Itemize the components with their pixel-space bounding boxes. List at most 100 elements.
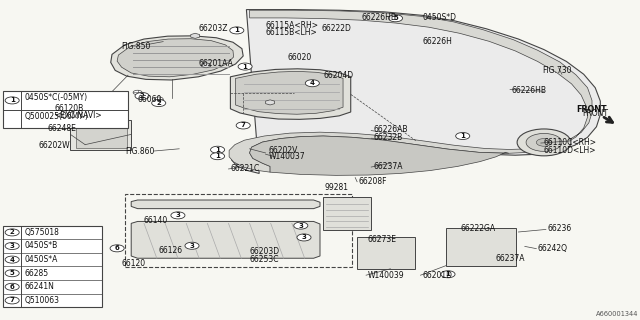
Text: 6: 6 bbox=[115, 245, 120, 251]
Text: FRONT: FRONT bbox=[577, 105, 607, 114]
Polygon shape bbox=[230, 69, 351, 119]
Circle shape bbox=[213, 148, 222, 152]
Text: 66237A: 66237A bbox=[373, 162, 403, 171]
Text: 66120B: 66120B bbox=[54, 104, 84, 113]
Text: 2: 2 bbox=[156, 100, 161, 106]
Text: 0450S*A: 0450S*A bbox=[24, 255, 58, 264]
Text: 66126: 66126 bbox=[159, 246, 183, 255]
Polygon shape bbox=[202, 63, 211, 68]
Text: 66226HB: 66226HB bbox=[362, 13, 397, 22]
Circle shape bbox=[305, 80, 319, 87]
Text: 66208F: 66208F bbox=[358, 177, 387, 186]
FancyBboxPatch shape bbox=[70, 120, 131, 150]
Circle shape bbox=[5, 97, 19, 104]
Polygon shape bbox=[229, 10, 592, 172]
Text: 66273E: 66273E bbox=[368, 236, 397, 244]
Circle shape bbox=[135, 92, 149, 100]
Text: 66202V: 66202V bbox=[269, 146, 298, 155]
Text: 66203Z: 66203Z bbox=[198, 24, 228, 33]
Text: 7: 7 bbox=[241, 123, 246, 128]
Text: 1: 1 bbox=[445, 271, 451, 277]
Text: 7: 7 bbox=[10, 297, 15, 303]
Text: 66222GA: 66222GA bbox=[461, 224, 496, 233]
Text: 66222D: 66222D bbox=[322, 24, 352, 33]
Text: W140037: W140037 bbox=[269, 152, 305, 161]
Text: 66248E: 66248E bbox=[48, 124, 77, 133]
Text: 66115B<LH>: 66115B<LH> bbox=[266, 28, 317, 37]
Text: 66236: 66236 bbox=[547, 224, 572, 233]
Text: 66253C: 66253C bbox=[250, 255, 279, 264]
Text: 66201D: 66201D bbox=[422, 271, 452, 280]
Text: 66285: 66285 bbox=[24, 269, 49, 278]
Text: 1: 1 bbox=[243, 64, 248, 69]
Circle shape bbox=[536, 139, 552, 146]
Text: 1: 1 bbox=[215, 147, 220, 153]
Text: 66140: 66140 bbox=[144, 216, 168, 225]
Circle shape bbox=[5, 283, 19, 290]
FancyBboxPatch shape bbox=[323, 197, 371, 230]
Text: 66232B: 66232B bbox=[373, 133, 403, 142]
Text: 2: 2 bbox=[10, 229, 15, 236]
Text: 66226H: 66226H bbox=[422, 37, 452, 46]
Circle shape bbox=[297, 234, 311, 241]
Text: 66201AA: 66201AA bbox=[198, 60, 233, 68]
Text: 6: 6 bbox=[10, 284, 15, 290]
Text: 3: 3 bbox=[10, 243, 15, 249]
Text: 0450S*B: 0450S*B bbox=[24, 242, 58, 251]
Bar bbox=[3, 91, 128, 128]
Circle shape bbox=[388, 15, 403, 22]
Text: 3: 3 bbox=[301, 235, 307, 240]
Text: 4: 4 bbox=[10, 257, 15, 263]
Circle shape bbox=[211, 146, 225, 153]
Polygon shape bbox=[236, 71, 343, 114]
Circle shape bbox=[294, 222, 308, 229]
Text: 66060: 66060 bbox=[138, 95, 162, 104]
FancyBboxPatch shape bbox=[76, 122, 127, 148]
Circle shape bbox=[230, 27, 244, 34]
Circle shape bbox=[444, 272, 452, 276]
Circle shape bbox=[391, 16, 400, 20]
Text: 3: 3 bbox=[298, 223, 303, 228]
Text: Q575018: Q575018 bbox=[24, 228, 59, 237]
Text: Q500025(06MY-): Q500025(06MY-) bbox=[24, 112, 88, 122]
Circle shape bbox=[5, 243, 19, 250]
Circle shape bbox=[5, 256, 19, 263]
FancyBboxPatch shape bbox=[446, 228, 516, 266]
Circle shape bbox=[213, 154, 222, 158]
Polygon shape bbox=[250, 136, 509, 175]
Text: FRONT: FRONT bbox=[582, 109, 608, 118]
Polygon shape bbox=[266, 100, 275, 105]
Circle shape bbox=[133, 90, 142, 95]
Text: 1: 1 bbox=[10, 97, 15, 103]
Circle shape bbox=[236, 122, 250, 129]
Text: 66120: 66120 bbox=[122, 259, 146, 268]
Circle shape bbox=[5, 270, 19, 277]
Text: 66203D: 66203D bbox=[250, 247, 280, 256]
Bar bbox=[125, 194, 352, 267]
Circle shape bbox=[154, 97, 163, 101]
Text: 0450S*D: 0450S*D bbox=[422, 13, 456, 22]
Circle shape bbox=[456, 132, 470, 140]
Text: 2: 2 bbox=[140, 93, 145, 99]
Polygon shape bbox=[111, 36, 243, 80]
Circle shape bbox=[5, 229, 19, 236]
Text: 3: 3 bbox=[175, 212, 180, 218]
Circle shape bbox=[517, 129, 571, 156]
Circle shape bbox=[110, 245, 124, 252]
Text: FIG.730: FIG.730 bbox=[542, 66, 572, 75]
Circle shape bbox=[5, 297, 19, 304]
Text: <EXC.NAVI>: <EXC.NAVI> bbox=[54, 111, 102, 120]
Circle shape bbox=[171, 212, 185, 219]
Text: 3: 3 bbox=[189, 243, 195, 249]
Text: 66241N: 66241N bbox=[24, 282, 54, 291]
Polygon shape bbox=[232, 10, 600, 173]
Polygon shape bbox=[117, 39, 234, 77]
Text: W140039: W140039 bbox=[368, 271, 404, 280]
Text: 1: 1 bbox=[234, 28, 239, 33]
Text: 99281: 99281 bbox=[324, 183, 349, 192]
Polygon shape bbox=[131, 200, 320, 209]
Circle shape bbox=[185, 242, 199, 249]
Text: 4: 4 bbox=[310, 80, 315, 86]
Polygon shape bbox=[191, 33, 200, 38]
Text: 66020: 66020 bbox=[288, 53, 312, 62]
